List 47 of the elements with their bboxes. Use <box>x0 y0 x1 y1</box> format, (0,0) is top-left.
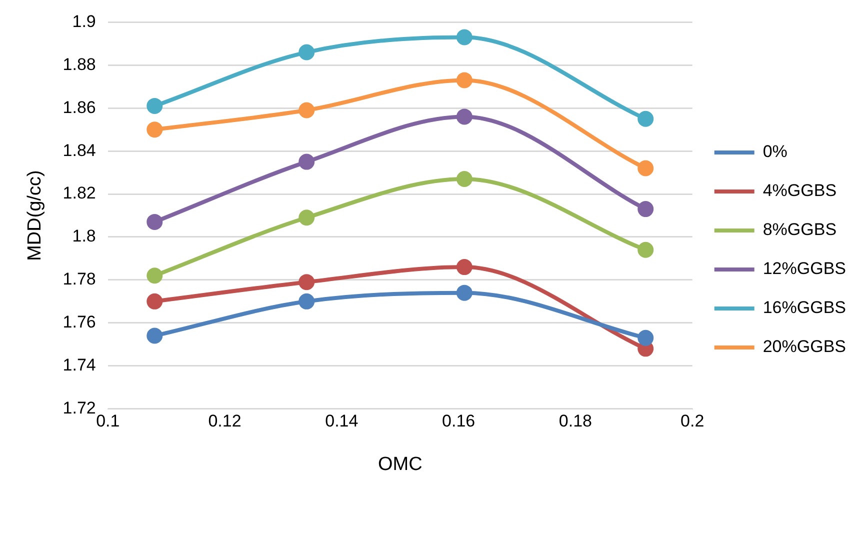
point <box>298 274 315 290</box>
x-tick-label: 0.14 <box>325 412 358 431</box>
legend-label: 20%GGBS <box>762 337 846 356</box>
point <box>298 210 315 226</box>
x-tick-label: 0.12 <box>208 412 242 431</box>
point <box>638 110 654 127</box>
y-tick-label: 1.76 <box>62 312 96 332</box>
x-tick-label: 0.16 <box>442 412 476 431</box>
x-axis-title: OMC <box>378 454 422 475</box>
point <box>638 330 654 346</box>
point <box>456 259 472 276</box>
y-tick-label: 1.86 <box>62 98 96 117</box>
legend-label: 0% <box>762 142 788 162</box>
point <box>456 170 472 187</box>
y-tick-label: 1.82 <box>62 184 96 203</box>
point <box>146 268 163 284</box>
y-tick-label: 1.88 <box>62 54 96 74</box>
point <box>146 214 163 230</box>
point <box>146 293 163 310</box>
x-tick-label: 0.18 <box>558 412 592 431</box>
x-tick-label: 0.1 <box>96 412 120 431</box>
point <box>146 122 163 138</box>
y-tick-label: 1.78 <box>62 270 96 289</box>
legend-label: 12%GGBS <box>762 259 846 278</box>
legend-label: 4%GGBS <box>762 181 837 200</box>
legend-label: 8%GGBS <box>762 220 837 240</box>
legend-label: 16%GGBS <box>762 298 846 318</box>
point <box>298 102 315 118</box>
y-tick-label: 1.84 <box>62 140 96 160</box>
point <box>146 328 163 344</box>
y-axis-title: MDD(g/cc) <box>24 170 46 261</box>
point <box>638 201 654 218</box>
y-tick-label: 1.74 <box>62 356 96 375</box>
point <box>298 293 315 310</box>
point <box>298 44 315 60</box>
point <box>638 160 654 176</box>
point <box>456 72 472 88</box>
y-tick-label: 1.8 <box>72 226 96 246</box>
point <box>456 29 472 46</box>
point <box>146 98 163 114</box>
x-tick-label: 0.2 <box>680 412 704 431</box>
y-tick-label: 1.72 <box>62 398 96 418</box>
point <box>298 154 315 170</box>
point <box>456 284 472 301</box>
point <box>638 242 654 258</box>
point <box>456 108 472 125</box>
y-tick-label: 1.9 <box>72 12 96 31</box>
